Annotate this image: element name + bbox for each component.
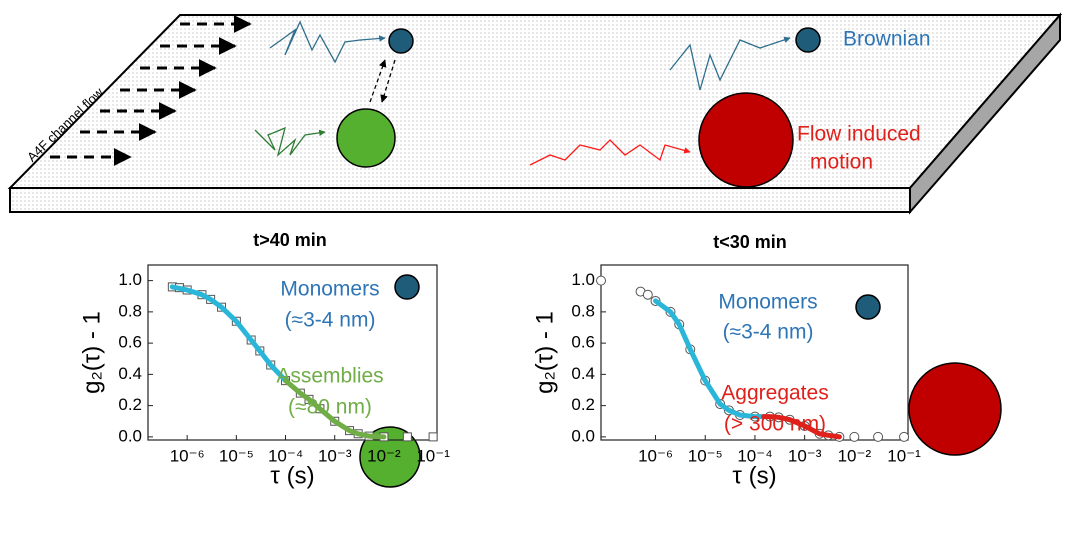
y-tick-label: 0.4 [571, 364, 595, 383]
brownian-walks [254, 20, 791, 166]
fit-line [653, 298, 767, 420]
annotation: (≈3-4 nm) [723, 321, 814, 344]
x-tick-label: 10⁻⁵ [688, 446, 723, 465]
particles [336, 27, 821, 188]
data-point [428, 432, 438, 442]
y-tick-label: 0.0 [118, 426, 142, 445]
fit-line [169, 284, 288, 384]
x-tick-label: 10⁻³ [318, 446, 352, 465]
x-axis-label: τ (s) [732, 462, 776, 489]
y-tick-label: 0.2 [571, 395, 595, 414]
x-tick-label: 10⁻⁴ [268, 446, 303, 465]
chart: 10⁻⁶ 10⁻⁵ 10⁻⁴ 10⁻³ 10⁻² 10⁻¹ 0.0 0.2 0.4 0.6 0.8 1… [531, 264, 921, 489]
plot-frame [147, 264, 438, 441]
x-axis-label: τ (s) [270, 462, 314, 489]
flow-motion-label: motion [810, 151, 873, 174]
x-tick-label: 10⁻⁵ [219, 446, 254, 465]
x-tick-label: 10⁻² [838, 446, 872, 465]
annotation: Monomers [718, 291, 817, 314]
time-label: t>40 min [253, 230, 327, 250]
annotation: (≈80 nm) [288, 396, 372, 419]
x-tick-label: 10⁻⁶ [170, 446, 205, 465]
y-tick-label: 1.0 [118, 270, 142, 289]
y-tick-label: 0.4 [118, 364, 142, 383]
y-tick-label: 0.8 [118, 301, 142, 320]
y-tick-label: 0.6 [118, 333, 142, 352]
x-tick-label: 10⁻⁶ [638, 446, 673, 465]
y-tick-label: 1.0 [571, 270, 595, 289]
flow-arrows [50, 15, 252, 166]
data-point [596, 275, 606, 286]
time-label: t<30 min [713, 232, 787, 252]
y-tick-label: 0.8 [571, 301, 595, 320]
annotation: Assemblies [276, 365, 383, 388]
fit-line [283, 378, 387, 440]
annotation: Monomers [280, 278, 379, 301]
x-tick-label: 10⁻² [367, 446, 401, 465]
y-tick-label: 0.6 [571, 333, 595, 352]
data-point [849, 431, 860, 442]
fit-line [761, 414, 842, 440]
x-tick-label: 10⁻⁴ [737, 446, 772, 465]
data-point [873, 431, 884, 442]
annotation: (≈3-4 nm) [285, 309, 376, 332]
data-point [402, 432, 412, 442]
annotation: Aggregates [721, 382, 828, 405]
y-tick-label: 0.0 [571, 426, 595, 445]
y-axis-label: g₂(τ) - 1 [531, 311, 558, 394]
x-tick-label: 10⁻¹ [887, 446, 921, 465]
flow-motion-label: Flow induced [797, 123, 921, 146]
y-tick-label: 0.2 [118, 395, 142, 414]
x-tick-label: 10⁻³ [788, 446, 822, 465]
chart: 10⁻⁶ 10⁻⁵ 10⁻⁴ 10⁻³ 10⁻² 10⁻¹ 0.0 0.2 0.4 0.6 0.8 1… [78, 264, 450, 489]
annotation: (> 300 nm) [724, 413, 826, 436]
chart-icons [359, 274, 1002, 488]
brownian-label: Brownian [843, 28, 931, 51]
x-tick-label: 10⁻¹ [416, 446, 450, 465]
data-point [899, 431, 910, 442]
y-axis-label: g₂(τ) - 1 [78, 311, 105, 394]
data-point [642, 289, 653, 300]
